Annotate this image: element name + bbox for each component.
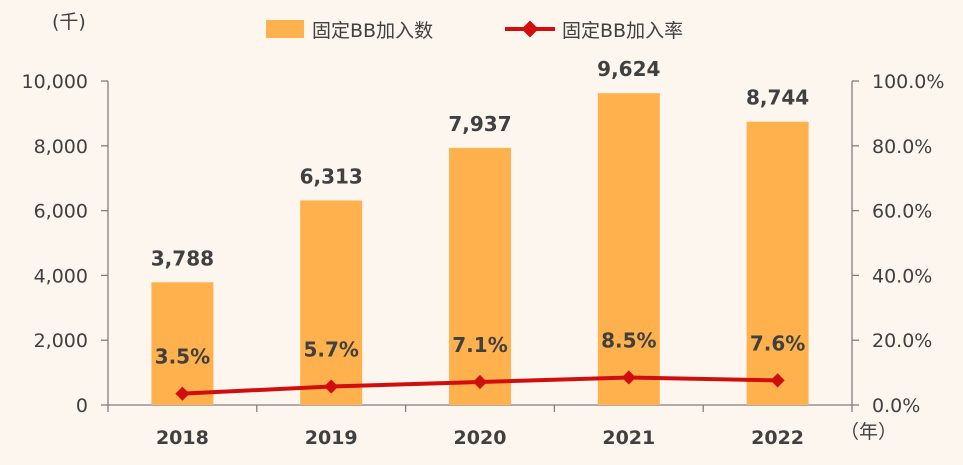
x-tick-label: 2021	[602, 427, 655, 449]
y-right-tick-label: 20.0%	[872, 330, 932, 352]
bar	[597, 93, 660, 405]
bar-value-label: 6,313	[300, 164, 363, 188]
y-right-tick-label: 100.0%	[872, 71, 944, 93]
y-right-tick-label: 40.0%	[872, 265, 932, 287]
y-right-tick-label: 80.0%	[872, 136, 932, 158]
x-tick-label: 2022	[751, 427, 804, 449]
y-left-tick-label: 4,000	[34, 265, 88, 287]
bar	[746, 121, 809, 405]
y-left-tick-label: 2,000	[34, 330, 88, 352]
x-unit-label: （年）	[840, 421, 897, 443]
bar	[300, 200, 363, 405]
rate-value-label: 7.1%	[452, 333, 507, 357]
rate-point	[770, 373, 785, 388]
y-left-tick-label: 0	[76, 395, 88, 417]
data-labels: 3,788 6,313 7,937 9,624 8,744 3.5% 5.7% 7.1% 8.5…	[151, 57, 809, 368]
rate-point	[324, 379, 339, 394]
x-tick-label: 2019	[305, 427, 358, 449]
y-right-tick-label: 0.0%	[872, 395, 920, 417]
x-tick-label: 2018	[156, 427, 209, 449]
bar-value-label: 9,624	[597, 57, 660, 81]
legend-bar-label: 固定BB加入数	[312, 20, 433, 42]
y-left-unit-label: (千)	[52, 11, 86, 33]
bars	[151, 93, 809, 406]
rate-point	[621, 370, 636, 385]
bar-value-label: 8,744	[746, 86, 809, 110]
rate-point	[472, 374, 488, 390]
rate-value-label: 7.6%	[750, 331, 805, 355]
rate-value-label: 8.5%	[601, 328, 656, 352]
y-left-tick-label: 10,000	[22, 71, 88, 93]
y-right-tick-label: 60.0%	[872, 201, 932, 223]
x-tick-label: 2020	[454, 427, 507, 449]
legend: 固定BB加入数 固定BB加入率	[266, 20, 683, 42]
legend-line-marker	[521, 20, 539, 38]
y-left-tick-label: 6,000	[34, 201, 88, 223]
legend-bar-swatch	[266, 20, 304, 38]
rate-point	[175, 386, 190, 401]
y-left-tick-label: 8,000	[34, 136, 88, 158]
rate-value-label: 3.5%	[155, 345, 210, 369]
rate-value-label: 5.7%	[303, 338, 358, 362]
bar	[151, 282, 214, 405]
bar-value-label: 7,937	[448, 112, 511, 136]
axes: 0 2,000 4,000 6,000 8,000 10,000 0.0% 20.0% 40.0…	[22, 71, 945, 449]
legend-line-label: 固定BB加入率	[562, 20, 683, 42]
rate-line-series	[175, 370, 785, 401]
bar	[449, 147, 511, 406]
bar-value-label: 3,788	[151, 246, 214, 270]
